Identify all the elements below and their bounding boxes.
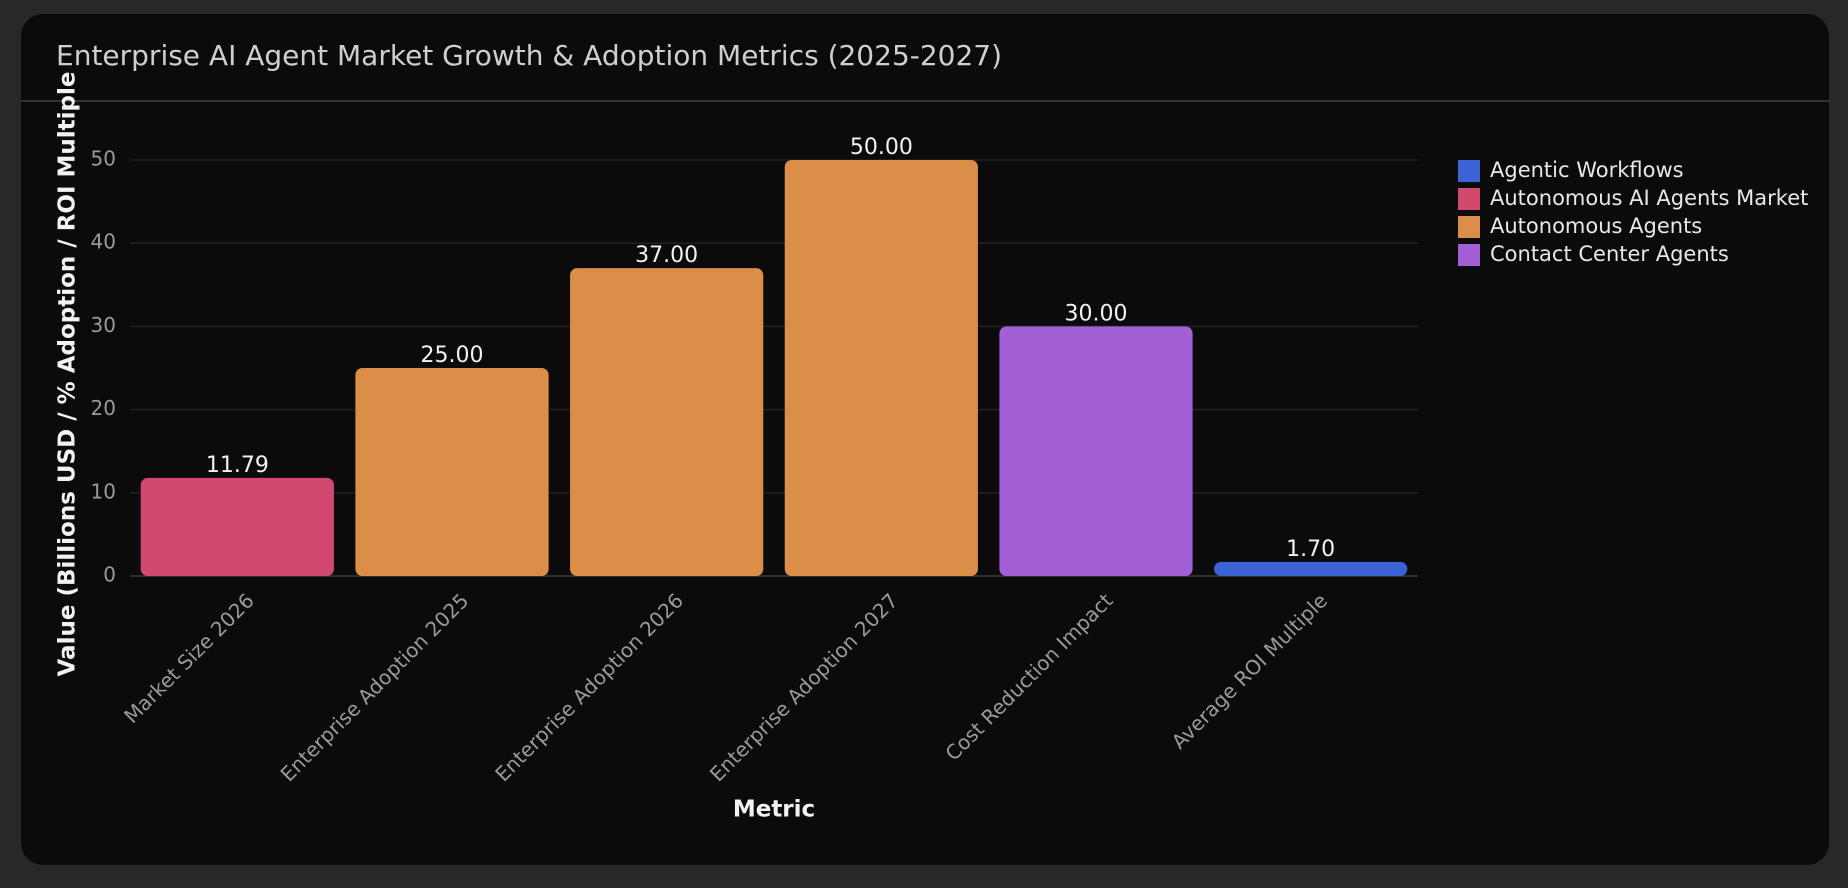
value-label: 25.00 — [421, 343, 484, 368]
legend-swatch — [1458, 160, 1480, 182]
y-tick-label: 0 — [103, 563, 116, 587]
y-tick-label: 20 — [91, 396, 116, 420]
y-tick-label: 40 — [91, 230, 116, 254]
chart-title: Enterprise AI Agent Market Growth & Adop… — [56, 39, 1002, 72]
bar — [784, 160, 978, 576]
bar — [999, 326, 1193, 576]
legend-swatch — [1458, 188, 1480, 210]
y-tick-label: 10 — [91, 479, 116, 503]
legend-label: Autonomous Agents — [1490, 214, 1702, 238]
bar — [355, 368, 549, 576]
y-axis-title: Value (Billions USD / % Adoption / ROI M… — [55, 72, 81, 677]
value-label: 37.00 — [635, 243, 698, 268]
y-tick-label: 50 — [91, 147, 116, 171]
legend-label: Autonomous AI Agents Market — [1490, 186, 1808, 210]
bar — [1214, 561, 1408, 576]
value-label: 50.00 — [850, 135, 913, 160]
legend-label: Contact Center Agents — [1490, 242, 1729, 266]
legend-swatch — [1458, 216, 1480, 238]
x-axis-title: Metric — [733, 797, 815, 823]
value-label: 11.79 — [206, 453, 269, 478]
value-label: 1.70 — [1286, 537, 1335, 562]
y-tick-label: 30 — [91, 313, 116, 337]
bar — [570, 268, 764, 576]
value-label: 30.00 — [1065, 301, 1128, 326]
bar — [140, 477, 334, 576]
legend-label: Agentic Workflows — [1490, 158, 1684, 182]
legend-swatch — [1458, 244, 1480, 266]
